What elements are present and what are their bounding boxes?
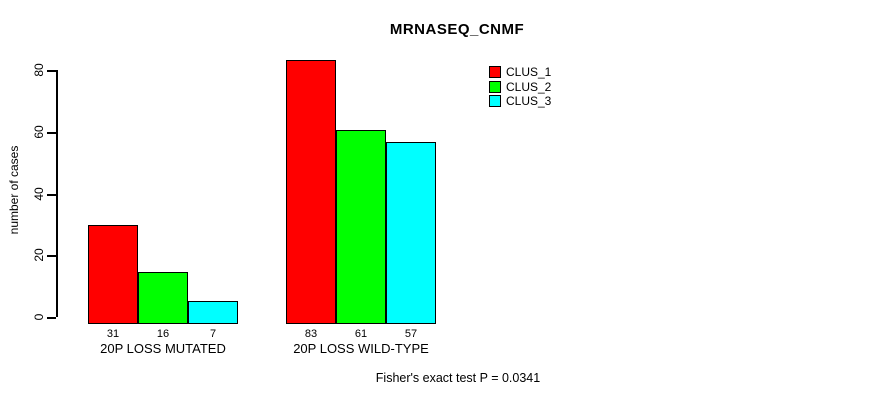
group-label-wild-type: 20P LOSS WILD-TYPE xyxy=(293,341,429,356)
legend-row-clus-3: CLUS_3 xyxy=(489,94,552,108)
legend-label-clus-2: CLUS_2 xyxy=(506,79,552,94)
bar-clus_3-group2 xyxy=(386,142,436,324)
legend-swatch-clus-1 xyxy=(489,66,501,78)
legend-row-clus-1: CLUS_1 xyxy=(489,65,552,79)
bar-clus_3-group1 xyxy=(188,301,238,324)
legend: CLUS_1 CLUS_2 CLUS_3 xyxy=(489,65,552,110)
legend-label-clus-1: CLUS_1 xyxy=(506,65,552,79)
fisher-test-annotation: Fisher's exact test P = 0.0341 xyxy=(375,371,541,385)
y-tick-60 xyxy=(47,132,56,134)
bar-value-label-clus_2-group2: 61 xyxy=(354,328,368,340)
bar-value-label-clus_2-group1: 16 xyxy=(156,328,170,340)
legend-swatch-clus-3 xyxy=(489,95,501,107)
bar-value-label-clus_1-group1: 31 xyxy=(106,328,120,340)
y-tick-20 xyxy=(47,255,56,257)
bar-clus_1-group1 xyxy=(88,225,138,324)
bar-value-label-clus_3-group1: 7 xyxy=(209,328,217,340)
legend-label-clus-3: CLUS_3 xyxy=(506,94,552,108)
y-tick-label-0: 0 xyxy=(32,313,46,321)
legend-row-clus-2: CLUS_2 xyxy=(489,79,552,94)
y-tick-80 xyxy=(47,70,56,72)
y-tick-0 xyxy=(47,317,56,319)
chart-title: MRNASEQ_CNMF xyxy=(389,21,525,38)
y-axis-line xyxy=(56,70,58,317)
y-tick-label-80: 80 xyxy=(32,63,46,77)
bar-clus_1-group2 xyxy=(286,60,336,324)
y-tick-label-20: 20 xyxy=(32,248,46,262)
legend-swatch-clus-2 xyxy=(489,80,501,93)
y-tick-40 xyxy=(47,194,56,196)
y-axis-label: number of cases xyxy=(7,145,21,235)
group-label-mutated: 20P LOSS MUTATED xyxy=(100,341,226,356)
y-tick-label-60: 60 xyxy=(32,125,46,139)
bar-clus_2-group2 xyxy=(336,130,386,324)
bar-value-label-clus_3-group2: 57 xyxy=(404,328,418,340)
bar-value-label-clus_1-group2: 83 xyxy=(304,328,318,340)
bar-clus_2-group1 xyxy=(138,272,188,324)
y-tick-label-40: 40 xyxy=(32,187,46,201)
